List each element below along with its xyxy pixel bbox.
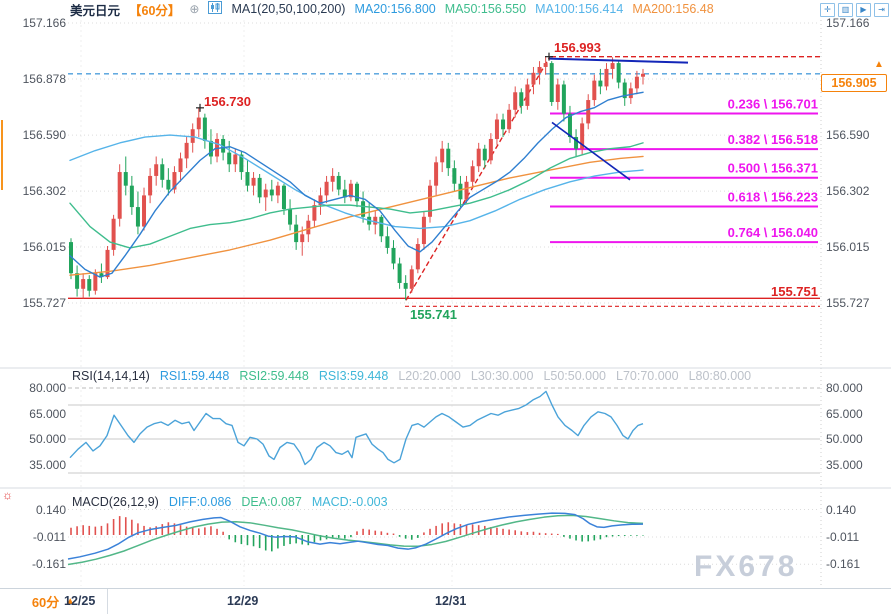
go-to-latest-icon[interactable]: ⇥ — [874, 3, 889, 17]
fx678-watermark: FX678 — [694, 550, 798, 583]
pan-icon[interactable]: ✛ — [820, 3, 835, 17]
interval-selector[interactable]: 60分 ▲ — [0, 589, 108, 614]
interval-label: 【60分】 — [129, 3, 181, 18]
price-up-arrow-icon: ▲ — [874, 59, 884, 70]
ma200-value: MA200:156.48 — [632, 2, 714, 16]
rsi-l80-label: L80:80.000 — [688, 369, 752, 383]
rsi-y-axis-right-label: 50.000 — [826, 432, 863, 446]
fib-level-label: 0.382 \ 156.518 — [728, 132, 818, 147]
ma-group-label: MA1(20,50,100,200) — [231, 2, 346, 16]
rsi-y-axis-right-label: 80.000 — [826, 381, 863, 395]
rsi3-value: RSI3:59.448 — [318, 369, 389, 383]
main-y-axis-left-label: 156.015 — [22, 239, 66, 254]
swing-high-label: 156.730 — [204, 94, 251, 109]
main-y-axis-left-label: 156.302 — [22, 184, 66, 199]
main-chart-header: 美元日元 【60分】 ⊕ MA1(20,50,100,200) MA20:156… — [70, 1, 714, 18]
rsi-title: RSI(14,14,14) — [72, 369, 150, 383]
peak-high-label: 156.993 — [554, 40, 601, 55]
indicator-window-icon[interactable]: ▥ — [838, 3, 853, 17]
dea-value: DEA:0.087 — [241, 495, 302, 509]
add-indicator-icon[interactable]: ⊕ — [189, 2, 200, 16]
rsi-y-axis-left-label: 50.000 — [29, 432, 66, 446]
left-strip-accent — [1, 120, 3, 190]
main-y-axis-right-label: 157.166 — [826, 16, 870, 30]
ma100-value: MA100:156.414 — [535, 2, 624, 16]
diff-value: DIFF:0.086 — [168, 495, 232, 509]
scale-settings-icon[interactable]: ▶ — [856, 3, 871, 17]
macd-title: MACD(26,12,9) — [72, 495, 159, 509]
rsi-l50-label: L50:50.000 — [543, 369, 607, 383]
rsi-y-axis-right-label: 65.000 — [826, 406, 863, 421]
macd-header: MACD(26,12,9) DIFF:0.086 DEA:0.087 MACD:… — [72, 495, 388, 509]
current-price-tag: 156.905 — [821, 74, 887, 92]
fib-level-label: 0.764 \ 156.040 — [728, 225, 818, 240]
rsi1-value: RSI1:59.448 — [159, 369, 230, 383]
rsi-y-axis-left-label: 65.000 — [29, 406, 66, 421]
main-y-axis-right-label: 156.590 — [826, 128, 870, 143]
macd-y-axis-right-label: -0.161 — [826, 557, 861, 572]
rsi-y-axis-right-label: 35.000 — [826, 457, 863, 472]
macd-y-axis-right-label: -0.011 — [826, 530, 860, 544]
main-y-axis-left-label: 157.166 — [22, 16, 66, 30]
macd-y-axis-left-label: 0.140 — [35, 502, 66, 517]
rsi-y-axis-left-label: 35.000 — [29, 457, 66, 472]
swing-low-label: 155.741 — [410, 307, 457, 322]
macd-y-axis-left-label: -0.011 — [32, 530, 66, 544]
macd-y-axis-right-label: 0.140 — [826, 502, 857, 517]
interval-text: 60分 — [31, 595, 60, 610]
chart-toolbar: ✛ ▥ ▶ ⇥ — [820, 3, 889, 17]
main-y-axis-right-label: 156.015 — [826, 239, 870, 254]
macd-value: MACD:-0.003 — [311, 495, 388, 509]
ma20-value: MA20:156.800 — [354, 2, 436, 16]
main-y-axis-right-label: 156.302 — [826, 184, 870, 199]
x-axis-date-2: 12/29 — [227, 594, 259, 608]
rsi-l20-label: L20:20.000 — [398, 369, 461, 383]
fib-level-label: 0.236 \ 156.701 — [728, 96, 818, 111]
fib-level-label: 0.618 \ 156.223 — [728, 189, 818, 204]
fib-level-label: 0.500 \ 156.371 — [728, 161, 818, 176]
main-y-axis-right-label: 155.727 — [826, 296, 870, 310]
main-y-axis-left-label: 156.590 — [22, 128, 66, 143]
macd-y-axis-left-label: -0.161 — [31, 557, 66, 572]
main-y-axis-left-label: 156.878 — [22, 72, 66, 87]
rsi-l30-label: L30:30.000 — [470, 369, 534, 383]
symbol-title: 美元日元 — [70, 3, 121, 18]
rsi-l70-label: L70:70.000 — [616, 369, 679, 383]
ma50-value: MA50:156.550 — [444, 2, 527, 16]
x-axis-date-3: 12/31 — [435, 594, 467, 608]
support-level-label: 155.751 — [771, 284, 818, 299]
rsi-header: RSI(14,14,14) RSI1:59.448 RSI2:59.448 RS… — [72, 369, 751, 383]
main-y-axis-left-label: 155.727 — [22, 296, 66, 310]
candlestick-chart-icon[interactable] — [208, 1, 223, 17]
bottom-bar: 60分 ▲ 12/25 12/29 12/31 — [0, 588, 891, 615]
interval-up-arrow-icon: ▲ — [65, 596, 76, 607]
x-axis-date-1: 12/25 — [64, 594, 96, 608]
sun-icon[interactable]: ☼ — [2, 488, 13, 502]
rsi-y-axis-left-label: 80.000 — [29, 381, 66, 395]
rsi2-value: RSI2:59.448 — [239, 369, 309, 383]
